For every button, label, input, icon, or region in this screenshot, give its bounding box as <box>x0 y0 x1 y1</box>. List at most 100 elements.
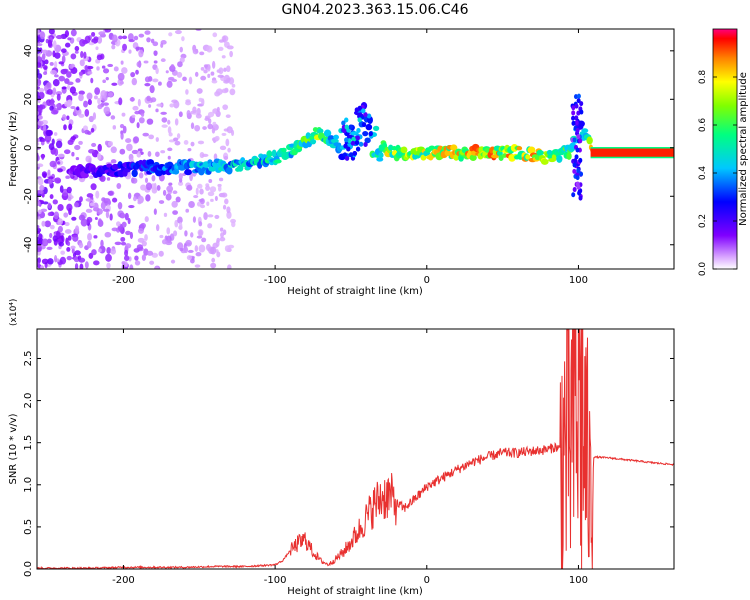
noise-blob <box>106 262 111 269</box>
trace-blob <box>358 141 364 147</box>
noise-blob <box>137 98 141 107</box>
noise-blob <box>187 147 192 152</box>
noise-blob <box>60 48 67 53</box>
noise-blob <box>59 185 64 193</box>
spectrogram-y-label: Frequency (Hz) <box>8 111 19 187</box>
noise-blob <box>210 71 215 76</box>
noise-blob <box>74 263 79 269</box>
noise-blob <box>119 80 124 85</box>
trace-blob <box>586 136 593 145</box>
spectrogram-x-label: Height of straight line (km) <box>287 286 423 297</box>
noise-blob <box>79 196 83 203</box>
noise-blob <box>226 126 233 134</box>
noise-blob <box>107 92 114 97</box>
noise-blob <box>223 67 227 72</box>
noise-blob <box>132 105 139 111</box>
noise-blob <box>206 45 213 53</box>
noise-blob <box>66 247 71 252</box>
colorbar-tick-label: 0.0 <box>698 262 708 277</box>
noise-blob <box>55 103 60 109</box>
noise-blob <box>134 110 141 115</box>
noise-blob <box>50 98 55 107</box>
noise-blob <box>112 125 117 130</box>
trace-blob <box>80 172 89 179</box>
noise-blob <box>61 55 66 64</box>
trace-blob <box>578 195 583 201</box>
noise-blob <box>171 78 178 82</box>
noise-blob <box>37 43 43 47</box>
snr-axes: -200 -100 0 100 0.0 0.5 1.0 1.5 2.0 2.5 <box>23 329 674 586</box>
noise-blob <box>79 263 84 269</box>
noise-blob <box>156 184 161 191</box>
spectrogram-y-tick-label: -40 <box>23 237 34 253</box>
noise-blob <box>89 175 94 179</box>
noise-blob <box>181 36 185 42</box>
noise-blob <box>54 52 61 59</box>
noise-blob <box>207 73 211 79</box>
trace-blob <box>516 146 523 151</box>
noise-blob <box>186 184 193 191</box>
noise-blob <box>74 45 80 52</box>
noise-blob <box>61 86 67 90</box>
noise-blob <box>88 42 95 46</box>
noise-blob <box>119 148 126 155</box>
noise-blob <box>54 255 58 263</box>
noise-blob <box>216 106 220 112</box>
noise-blob <box>166 227 171 235</box>
noise-blob <box>66 81 74 86</box>
noise-blob <box>47 258 54 265</box>
noise-blob <box>41 258 49 265</box>
noise-blob <box>220 232 224 238</box>
noise-blob <box>37 73 43 79</box>
noise-blob <box>147 151 152 157</box>
noise-blob <box>224 245 231 252</box>
spectrogram-y-tick-label: -20 <box>23 188 34 204</box>
noise-blob <box>74 250 81 256</box>
noise-blob <box>178 181 184 186</box>
noise-blob <box>97 97 101 105</box>
noise-blob <box>58 241 65 247</box>
noise-blob <box>41 238 49 247</box>
noise-blob <box>189 173 193 182</box>
noise-blob <box>231 83 236 88</box>
noise-blob <box>75 78 81 83</box>
noise-blob <box>102 68 110 74</box>
noise-blob <box>178 111 183 118</box>
noise-blob <box>41 153 45 160</box>
noise-blob <box>124 261 128 268</box>
noise-blob <box>111 44 116 50</box>
noise-blob <box>64 30 70 38</box>
noise-blob <box>184 230 188 237</box>
noise-blob <box>138 49 144 58</box>
noise-blob <box>74 50 79 54</box>
noise-blob <box>71 151 75 157</box>
noise-blob <box>195 187 199 196</box>
noise-blob <box>208 179 213 183</box>
trace-blob <box>354 140 360 146</box>
noise-blob <box>200 204 206 209</box>
noise-blob <box>131 114 136 118</box>
noise-blob <box>111 227 118 232</box>
noise-blob <box>71 247 75 254</box>
noise-blob <box>174 219 179 228</box>
noise-blob <box>93 235 98 239</box>
noise-blob <box>63 149 71 155</box>
noise-blob <box>101 65 106 69</box>
snr-x-label: Height of straight line (km) <box>287 586 423 597</box>
noise-blob <box>132 196 137 202</box>
trace-blob <box>491 154 499 159</box>
noise-blob <box>54 74 59 78</box>
noise-blob <box>219 227 224 232</box>
noise-blob <box>90 127 95 133</box>
trace-blob <box>400 146 408 154</box>
noise-blob <box>67 37 72 41</box>
noise-blob <box>37 56 42 63</box>
noise-blob <box>111 197 118 203</box>
noise-blob <box>48 176 54 180</box>
noise-blob <box>78 93 84 102</box>
noise-blob <box>85 198 92 202</box>
noise-blob <box>50 109 58 115</box>
noise-blob <box>73 202 79 208</box>
snr-y-tick-label: 2.0 <box>23 393 34 409</box>
